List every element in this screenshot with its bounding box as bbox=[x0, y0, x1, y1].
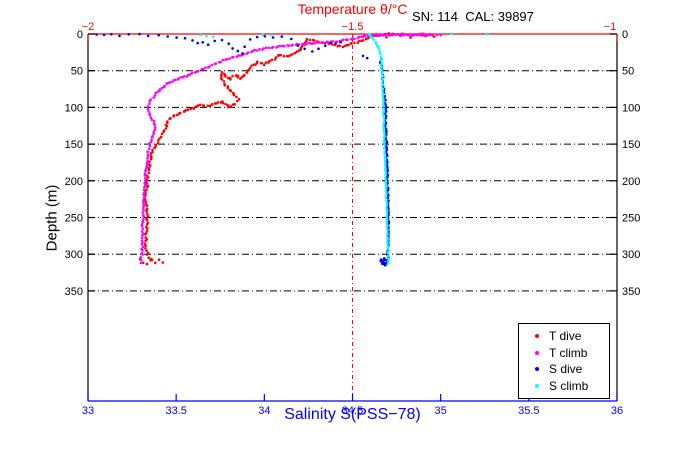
legend-label-t-climb: T climb bbox=[549, 345, 588, 360]
tick-label-right: 350 bbox=[622, 286, 640, 298]
legend-marker-s-dive-icon bbox=[535, 367, 539, 372]
tick-label-bottom: 34.5 bbox=[342, 405, 363, 417]
legend-item-s-climb: S climb bbox=[535, 380, 607, 392]
tick-label-right: 300 bbox=[622, 249, 640, 261]
tick-label-top: −1 bbox=[604, 21, 617, 33]
tick-label-left: 50 bbox=[71, 66, 83, 78]
tick-label-bottom: 35.5 bbox=[518, 405, 539, 417]
chart-title: Temperature θ/°C bbox=[297, 1, 408, 17]
series-s-dive bbox=[95, 32, 391, 267]
x-axis-label-bottom: Salinity S(PSS−78) bbox=[284, 406, 421, 423]
serial-cal-annotation: SN: 114 CAL: 39897 bbox=[412, 9, 534, 24]
y-axis-label: Depth (m) bbox=[43, 184, 61, 252]
tick-label-bottom: 35 bbox=[435, 405, 447, 417]
legend: T dive T climb S dive S climb bbox=[518, 323, 610, 399]
legend-label-t-dive: T dive bbox=[549, 329, 582, 344]
series-t-dive bbox=[138, 32, 436, 266]
tick-label-left: 200 bbox=[65, 176, 83, 188]
series-t-climb bbox=[139, 32, 442, 265]
tick-label-left: 300 bbox=[65, 249, 83, 261]
tick-label-top: −2 bbox=[82, 21, 95, 33]
tick-label-left: 350 bbox=[65, 286, 83, 298]
tick-label-bottom: 33 bbox=[82, 405, 94, 417]
legend-item-t-climb: T climb bbox=[535, 347, 607, 359]
legend-marker-s-climb-icon bbox=[535, 383, 539, 388]
tick-label-bottom: 33.5 bbox=[165, 405, 186, 417]
legend-item-t-dive: T dive bbox=[535, 330, 607, 342]
series-s-climb bbox=[199, 32, 489, 265]
tick-label-left: 0 bbox=[77, 29, 83, 41]
tick-label-bottom: 34 bbox=[258, 405, 270, 417]
tick-label-right: 250 bbox=[622, 213, 640, 225]
tick-label-top: −1.5 bbox=[342, 21, 364, 33]
legend-label-s-climb: S climb bbox=[549, 378, 589, 393]
legend-item-s-dive: S dive bbox=[535, 363, 607, 375]
tick-label-right: 50 bbox=[622, 66, 634, 78]
tick-label-left: 250 bbox=[65, 213, 83, 225]
tick-label-left: 150 bbox=[65, 139, 83, 151]
tick-label-bottom: 36 bbox=[611, 405, 623, 417]
legend-marker-t-climb-icon bbox=[535, 350, 539, 355]
tick-label-right: 150 bbox=[622, 139, 640, 151]
legend-label-s-dive: S dive bbox=[549, 362, 583, 377]
tick-label-right: 100 bbox=[622, 102, 640, 114]
tick-label-right: 200 bbox=[622, 176, 640, 188]
legend-marker-t-dive-icon bbox=[535, 334, 539, 339]
tick-label-right: 0 bbox=[622, 29, 628, 41]
tick-label-left: 100 bbox=[65, 102, 83, 114]
